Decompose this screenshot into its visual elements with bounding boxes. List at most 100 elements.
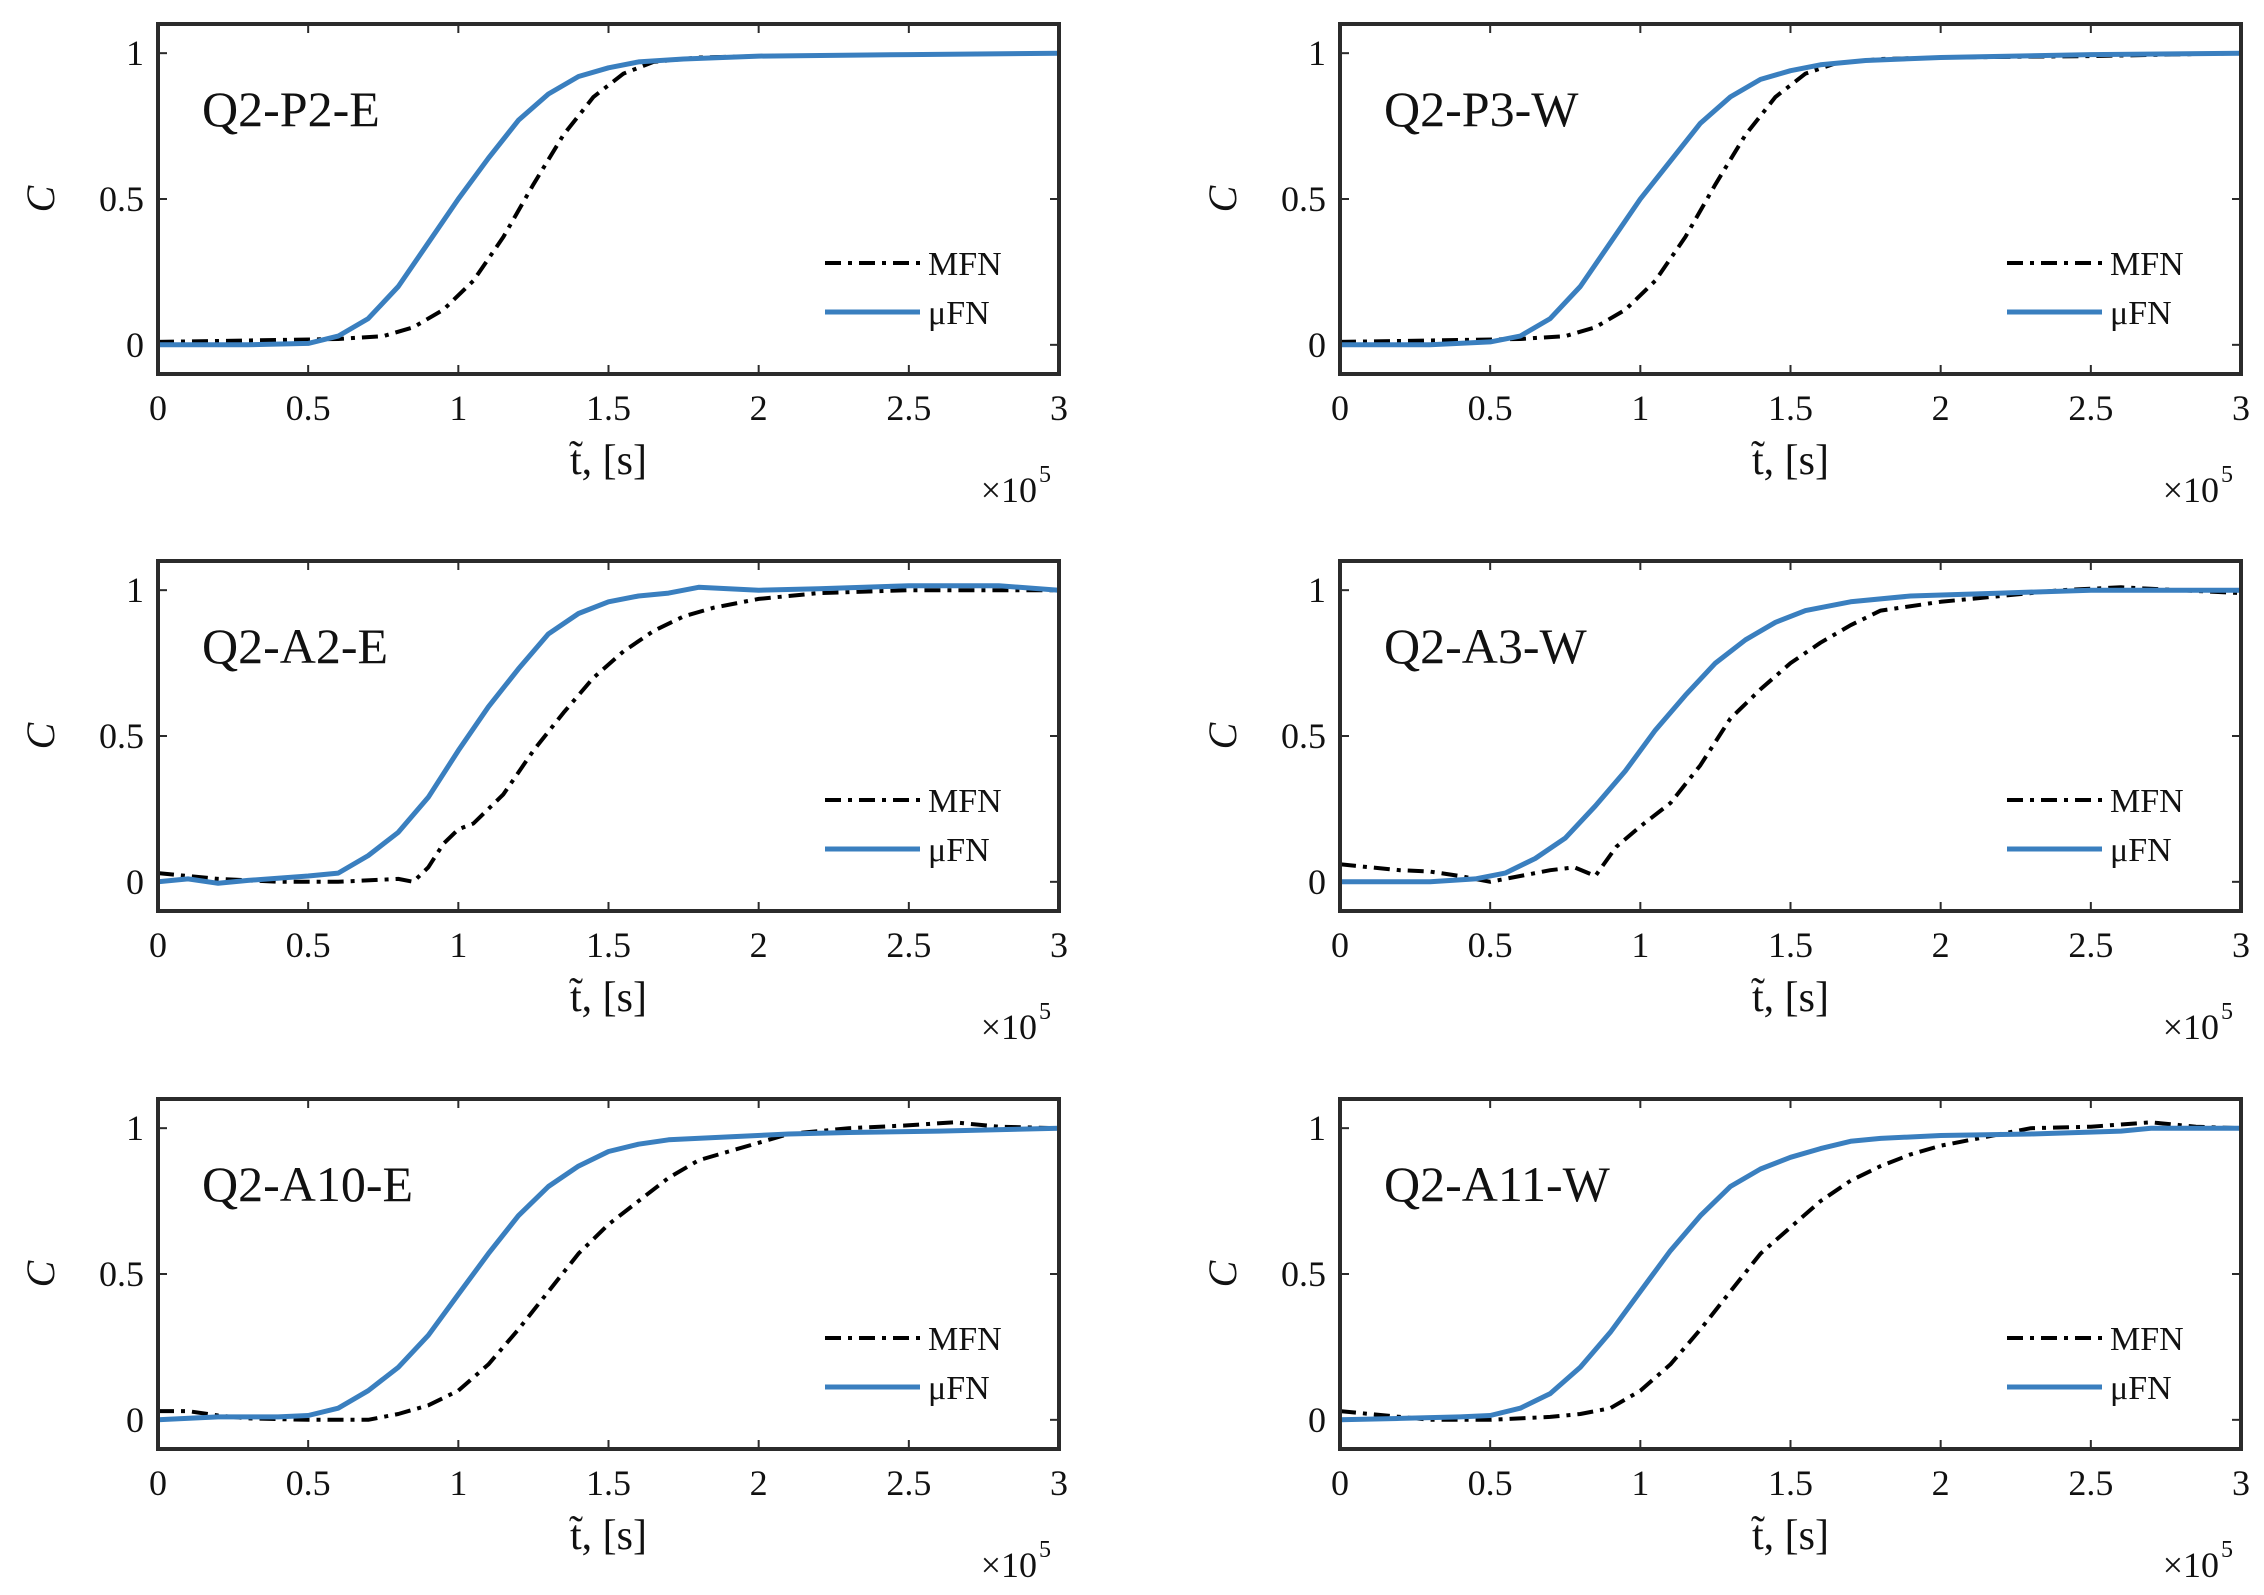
x-tick-label: 0.5 <box>286 1463 331 1503</box>
x-tick-label: 0 <box>1331 925 1349 965</box>
x-axis-multiplier-exponent: 5 <box>1039 1537 1051 1563</box>
x-tick-label: 1 <box>1631 388 1649 428</box>
x-axis-multiplier-exponent: 5 <box>2221 462 2233 488</box>
legend-label-ufn: μFN <box>2110 832 2172 869</box>
x-tick-label: 0 <box>149 1463 167 1503</box>
x-tick-label: 2.5 <box>886 925 931 965</box>
x-tick-label: 2.5 <box>2068 388 2113 428</box>
plot-area <box>1340 1099 2241 1449</box>
legend-label-ufn: μFN <box>928 295 990 332</box>
y-tick-label: 1 <box>126 1108 144 1148</box>
axes-frame <box>1338 22 2243 376</box>
legend-label-ufn: μFN <box>2110 295 2172 332</box>
y-tick-label: 0 <box>1308 325 1326 365</box>
y-tick-label: 0.5 <box>99 716 144 756</box>
x-tick-label: 3 <box>2232 388 2250 428</box>
axes-frame <box>156 1097 1061 1451</box>
x-tick-label: 3 <box>2232 925 2250 965</box>
x-tick-label: 0.5 <box>1468 388 1513 428</box>
x-tick-label: 0.5 <box>286 388 331 428</box>
y-tick-label: 0 <box>126 862 144 902</box>
x-tick-label: 3 <box>1050 925 1068 965</box>
legend-label-mfn: MFN <box>2110 246 2184 283</box>
x-tick-label: 1 <box>449 925 467 965</box>
x-tick-label: 2 <box>750 388 768 428</box>
x-tick-label: 0 <box>149 388 167 428</box>
panel-title: Q2-A2-E <box>202 618 388 674</box>
x-tick-label: 1 <box>449 388 467 428</box>
x-tick-label: 1 <box>449 1463 467 1503</box>
series-line-mfn <box>158 1120 1059 1422</box>
legend-label-mfn: MFN <box>928 246 1002 283</box>
x-tick-label: 1.5 <box>586 925 631 965</box>
axes-frame <box>1338 1097 2243 1451</box>
x-tick-label: 2 <box>750 925 768 965</box>
chart-panel-4: 0 0.5 1 1.5 2 2.5 3 0 0.5 1 Q2-A3-W MFN μFN Ct̃, [s] ×… <box>1200 559 2250 1047</box>
x-axis-label: t̃, [s] <box>1751 1513 1829 1559</box>
x-axis-multiplier: ×10 <box>2163 470 2219 510</box>
x-axis-label: t̃, [s] <box>1751 438 1829 484</box>
x-tick-label: 2 <box>750 1463 768 1503</box>
plot-area <box>1340 561 2241 911</box>
x-axis-multiplier-exponent: 5 <box>2221 999 2233 1025</box>
x-axis-label: t̃, [s] <box>569 975 647 1021</box>
y-tick-label: 1 <box>1308 1108 1326 1148</box>
y-tick-label: 0.5 <box>99 1254 144 1294</box>
y-tick-label: 0 <box>126 1400 144 1440</box>
x-tick-label: 2 <box>1932 925 1950 965</box>
x-tick-label: 1.5 <box>1768 925 1813 965</box>
y-tick-label: 1 <box>126 33 144 73</box>
x-axis-multiplier: ×10 <box>981 470 1037 510</box>
x-tick-label: 0 <box>1331 1463 1349 1503</box>
y-axis-label: C <box>1200 1259 1245 1287</box>
x-tick-label: 1.5 <box>586 388 631 428</box>
legend-label-ufn: μFN <box>928 1370 990 1407</box>
legend-label-mfn: MFN <box>928 783 1002 820</box>
y-tick-label: 0.5 <box>1281 179 1326 219</box>
x-axis-label: t̃, [s] <box>1751 975 1829 1021</box>
y-axis-label: C <box>18 1259 63 1287</box>
chart-panel-2: 0 0.5 1 1.5 2 2.5 3 0 0.5 1 Q2-P3-W MFN μFN Ct̃, [s] ×… <box>1200 22 2250 510</box>
legend-label-mfn: MFN <box>928 1321 1002 1358</box>
y-tick-label: 0.5 <box>99 179 144 219</box>
x-axis-multiplier-exponent: 5 <box>1039 999 1051 1025</box>
x-tick-label: 1 <box>1631 925 1649 965</box>
x-axis-multiplier: ×10 <box>981 1545 1037 1585</box>
panel-title: Q2-A10-E <box>202 1156 413 1212</box>
series-line-ufn <box>1340 50 2241 348</box>
chart-panel-1: 0 0.5 1 1.5 2 2.5 3 0 0.5 1 Q2-P2-E MFN μFN Ct̃, [s] ×… <box>18 22 1068 510</box>
y-axis-label: C <box>1200 721 1245 749</box>
x-tick-label: 2.5 <box>886 1463 931 1503</box>
series-line-ufn <box>1340 587 2241 885</box>
y-tick-label: 0.5 <box>1281 716 1326 756</box>
legend-label-mfn: MFN <box>2110 783 2184 820</box>
y-tick-label: 1 <box>1308 33 1326 73</box>
series-line-ufn <box>158 583 1059 886</box>
x-tick-label: 2.5 <box>2068 1463 2113 1503</box>
x-tick-label: 0 <box>149 925 167 965</box>
y-tick-label: 0.5 <box>1281 1254 1326 1294</box>
x-tick-label: 2.5 <box>2068 925 2113 965</box>
x-tick-label: 0.5 <box>1468 925 1513 965</box>
plot-area <box>158 561 1059 911</box>
x-tick-label: 0.5 <box>1468 1463 1513 1503</box>
y-tick-label: 0 <box>126 325 144 365</box>
plot-area <box>158 1099 1059 1449</box>
plot-area <box>158 24 1059 374</box>
legend-label-ufn: μFN <box>2110 1370 2172 1407</box>
y-tick-label: 1 <box>1308 570 1326 610</box>
chart-panel-5: 0 0.5 1 1.5 2 2.5 3 0 0.5 1 Q2-A10-E MFN μFN Ct̃, [s]… <box>18 1097 1068 1585</box>
x-tick-label: 2 <box>1932 388 1950 428</box>
legend-label-mfn: MFN <box>2110 1321 2184 1358</box>
x-tick-label: 1.5 <box>1768 1463 1813 1503</box>
x-axis-label: t̃, [s] <box>569 1513 647 1559</box>
series-line-mfn <box>1340 1120 2241 1422</box>
y-tick-label: 0 <box>1308 862 1326 902</box>
x-tick-label: 0.5 <box>286 925 331 965</box>
x-axis-multiplier: ×10 <box>2163 1007 2219 1047</box>
axes-frame <box>156 559 1061 913</box>
x-axis-label: t̃, [s] <box>569 438 647 484</box>
panel-title: Q2-A3-W <box>1384 618 1588 674</box>
series-line-ufn <box>158 1125 1059 1423</box>
